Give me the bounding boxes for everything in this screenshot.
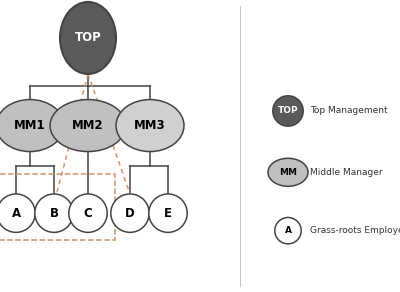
Ellipse shape	[275, 218, 301, 244]
Ellipse shape	[60, 2, 116, 74]
Text: TOP: TOP	[278, 107, 298, 115]
Text: MM: MM	[279, 168, 297, 177]
Text: C: C	[84, 207, 92, 220]
Text: MM3: MM3	[134, 119, 166, 132]
Ellipse shape	[0, 194, 35, 232]
Bar	[0, 174, 115, 240]
Text: TOP: TOP	[75, 32, 101, 44]
Ellipse shape	[0, 100, 64, 152]
Ellipse shape	[149, 194, 187, 232]
Text: A: A	[12, 207, 20, 220]
Text: B: B	[50, 207, 58, 220]
Text: MM2: MM2	[72, 119, 104, 132]
Text: Top Management: Top Management	[310, 107, 388, 115]
Ellipse shape	[35, 194, 73, 232]
Ellipse shape	[116, 100, 184, 152]
Text: E: E	[164, 207, 172, 220]
Ellipse shape	[268, 158, 308, 186]
Ellipse shape	[50, 100, 126, 152]
Text: A: A	[284, 226, 292, 235]
Text: Middle Manager: Middle Manager	[310, 168, 383, 177]
Text: Grass-roots Employee: Grass-roots Employee	[310, 226, 400, 235]
Ellipse shape	[273, 96, 303, 126]
Ellipse shape	[69, 194, 107, 232]
Text: MM1: MM1	[14, 119, 46, 132]
Ellipse shape	[111, 194, 149, 232]
Text: D: D	[125, 207, 135, 220]
